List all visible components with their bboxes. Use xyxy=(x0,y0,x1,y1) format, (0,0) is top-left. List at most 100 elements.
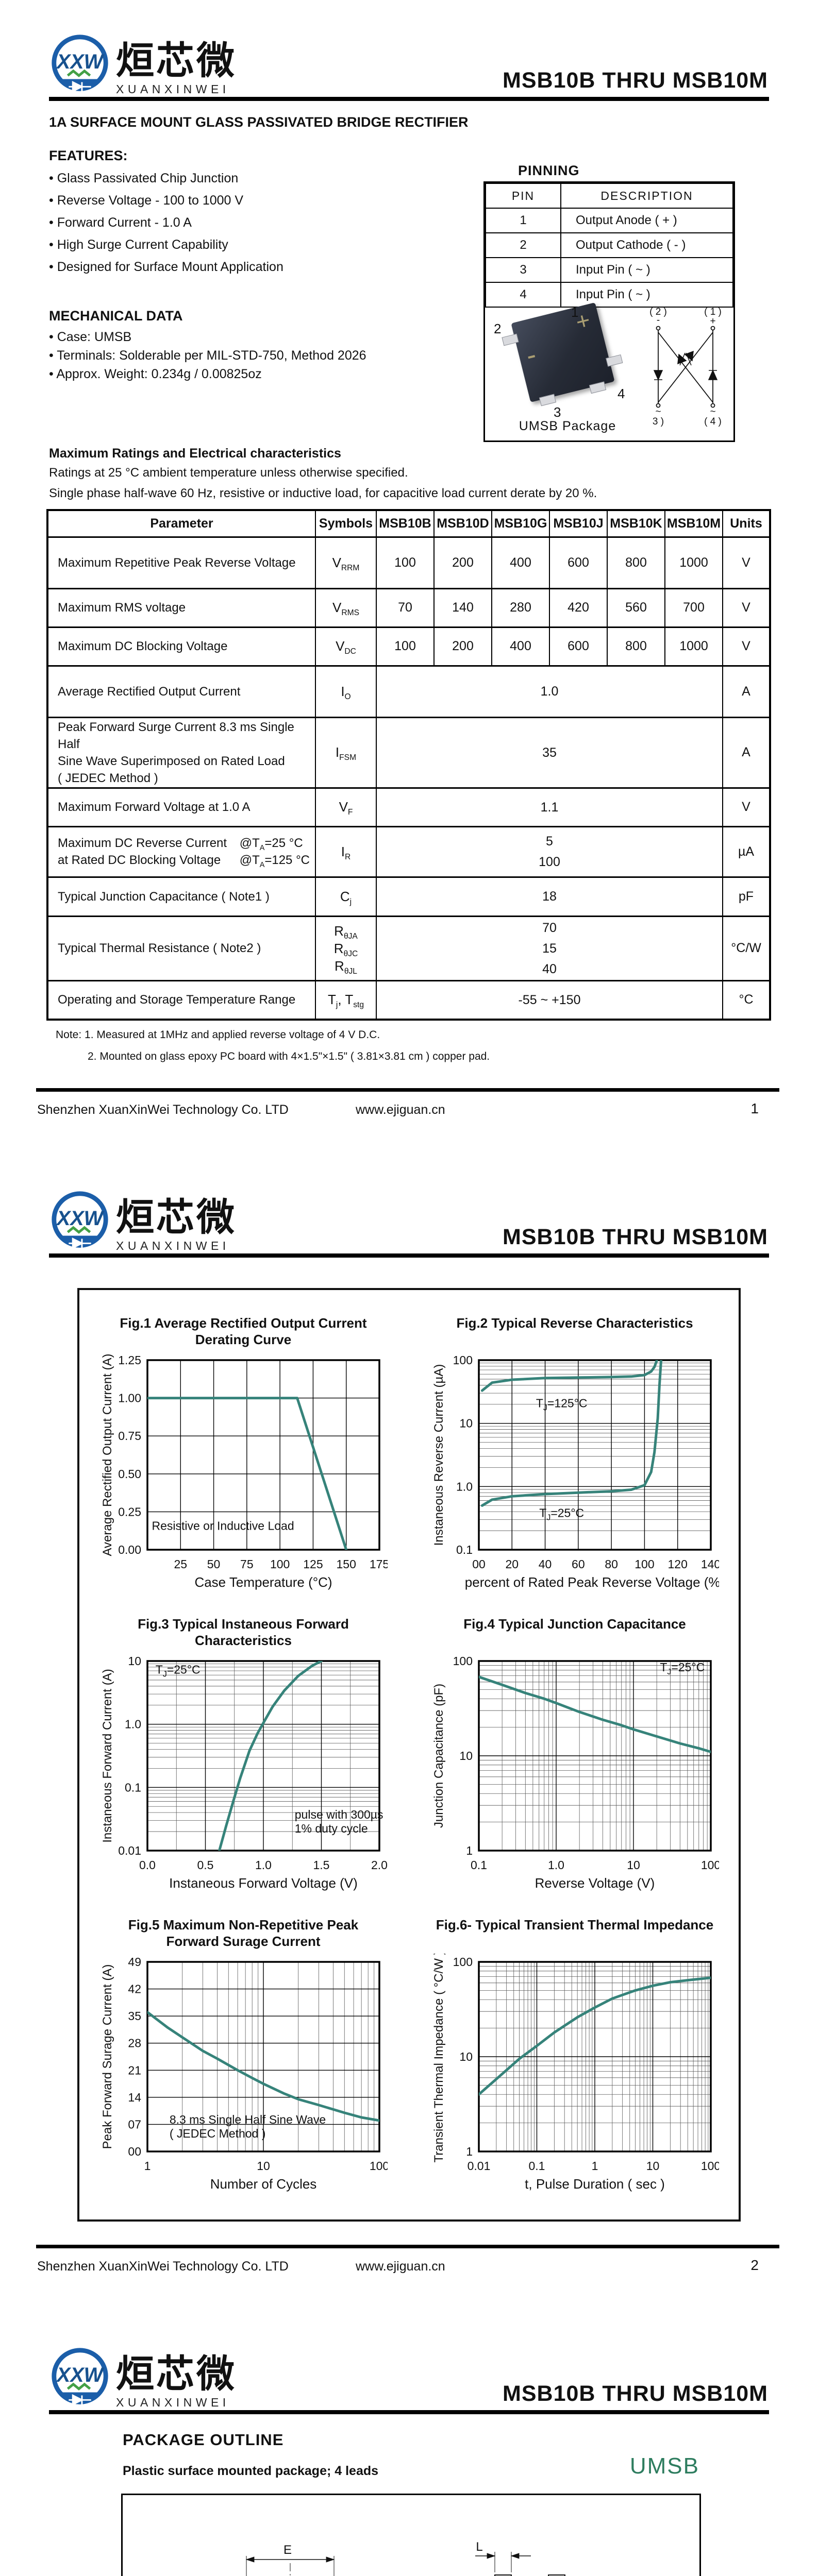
svg-text:1: 1 xyxy=(144,2159,151,2173)
svg-text:80: 80 xyxy=(605,1557,618,1571)
svg-text:07: 07 xyxy=(128,2117,141,2131)
svg-text:40: 40 xyxy=(539,1557,552,1571)
series-TJ=25°C xyxy=(480,1360,663,1507)
page-1: XXW 烜芯微 XUANXINWEI MSB10B THRU MSB10M 1A… xyxy=(0,0,818,1157)
ratings-title: Maximum Ratings and Electrical character… xyxy=(49,446,341,461)
svg-text:Number of Cycles: Number of Cycles xyxy=(210,2176,317,2192)
series-Zth xyxy=(479,1976,711,2096)
figure-5: Fig.5 Maximum Non-Repetitive Peak Forwar… xyxy=(99,1917,388,2196)
svg-text:0.5: 0.5 xyxy=(197,1858,214,1872)
chip-pin xyxy=(502,333,519,346)
svg-text:0.01: 0.01 xyxy=(118,1844,141,1857)
chart-fig2: 00 20 40 60 80 100 120 140 0.1 1.0 10 100 percent of… xyxy=(432,1353,719,1590)
svg-text:-: - xyxy=(657,315,660,326)
doc-title: MSB10B THRU MSB10M xyxy=(503,68,768,93)
list-item: • Designed for Surface Mount Application xyxy=(49,260,283,274)
ratings-row: Maximum Repetitive Peak Reverse Voltage V… xyxy=(47,536,771,589)
ratings-line1: Ratings at 25 °C ambient temperature unl… xyxy=(49,466,408,480)
svg-text:~: ~ xyxy=(710,406,715,417)
svg-text:1.0: 1.0 xyxy=(548,1858,564,1872)
figures-box: Fig.1 Average Rectified Output Current D… xyxy=(77,1288,741,2222)
header-divider xyxy=(49,1253,769,1258)
outline-plan-view: E b D xyxy=(245,2543,373,2576)
pinning-row: 4 Input Pin ( ~ ) xyxy=(485,282,733,308)
figure-2: Fig.2 Typical Reverse Characteristics 00… xyxy=(430,1315,719,1594)
pinning-row: 2 Output Cathode ( - ) xyxy=(485,232,733,258)
features-title: FEATURES: xyxy=(49,148,128,163)
ratings-row: Maximum DC Reverse Current at Rated DC B… xyxy=(47,825,771,877)
svg-text:XXW: XXW xyxy=(56,1207,105,1230)
pinning-title: PINNING xyxy=(518,163,580,178)
ratings-row: Peak Forward Surge Current 8.3 ms Single… xyxy=(47,716,771,788)
note-2: 2. Mounted on glass epoxy PC board with … xyxy=(88,1050,490,1062)
company-logo: XXW 烜芯微 XUANXINWEI xyxy=(49,1188,237,1253)
svg-text:10: 10 xyxy=(459,1749,473,1762)
header-divider xyxy=(49,97,769,101)
svg-text:14: 14 xyxy=(128,2091,141,2104)
page-number: 1 xyxy=(750,1100,759,1116)
svg-text:1.25: 1.25 xyxy=(118,1353,141,1367)
svg-text:49: 49 xyxy=(128,1955,141,1969)
series-derating xyxy=(147,1397,348,1550)
pinning-header-desc: DESCRIPTION xyxy=(560,183,733,209)
svg-text:Instaneous Forward Voltage (V): Instaneous Forward Voltage (V) xyxy=(169,1875,358,1891)
svg-text:~: ~ xyxy=(655,406,661,417)
package-outline-box: E b D xyxy=(121,2494,701,2576)
ratings-row: Maximum RMS voltage VRMS 70 140 280 420 560 700… xyxy=(47,587,771,628)
chart-annotation: TJ=125°C xyxy=(536,1396,588,1412)
svg-text:100: 100 xyxy=(453,1654,473,1668)
figure-2-title: Fig.2 Typical Reverse Characteristics xyxy=(456,1315,693,1331)
figure-1: Fig.1 Average Rectified Output Current D… xyxy=(99,1315,388,1594)
package-photo: + - 1 2 3 4 xyxy=(493,302,633,420)
svg-text:100: 100 xyxy=(270,1557,290,1571)
svg-text:100: 100 xyxy=(370,2159,388,2173)
svg-text:100: 100 xyxy=(701,1858,719,1872)
svg-text:Average Rectified Output Curre: Average Rectified Output Current (A) xyxy=(101,1353,114,1556)
svg-text:Instaneous Forward Current (A): Instaneous Forward Current (A) xyxy=(101,1669,114,1842)
svg-text:10: 10 xyxy=(459,2050,473,2063)
svg-text:Transient Thermal Impedance (: Transient Thermal Impedance ( °C/W ) xyxy=(432,1954,446,2163)
svg-text:00: 00 xyxy=(472,1557,486,1571)
ratings-row: Operating and Storage Temperature Range T… xyxy=(47,979,771,1020)
chart-fig4: 0.1 1.0 10 100 1 10 100 Reverse Voltage (V) Junc… xyxy=(432,1654,719,1891)
outline-side-view: L e xyxy=(475,2540,565,2576)
svg-text:( 1 ): ( 1 ) xyxy=(704,307,722,317)
svg-text:percent of Rated Peak Reverse: percent of Rated Peak Reverse Voltage (%… xyxy=(465,1574,719,1590)
svg-text:0.1: 0.1 xyxy=(471,1858,487,1872)
logo-icon: XXW xyxy=(52,2348,108,2406)
pinning-box: PIN DESCRIPTION 1 Output Anode ( + ) 2 Outp… xyxy=(483,181,735,442)
page-3: XXW 烜芯微 XUANXINWEI MSB10B THRU MSB10M PA… xyxy=(0,2313,818,2576)
chart-annotation: TJ=25°C xyxy=(660,1660,705,1676)
svg-text:150: 150 xyxy=(337,1557,356,1571)
svg-text:10: 10 xyxy=(646,2159,660,2173)
page-subtitle: 1A SURFACE MOUNT GLASS PASSIVATED BRIDGE… xyxy=(49,114,469,130)
brand-chinese: 烜芯微 xyxy=(116,1196,237,1239)
footer-divider xyxy=(36,2245,779,2248)
pinning-row: 3 Input Pin ( ~ ) xyxy=(485,257,733,283)
list-item: • Reverse Voltage - 100 to 1000 V xyxy=(49,193,244,208)
svg-text:b: b xyxy=(366,2574,373,2576)
chip-pin xyxy=(589,381,607,394)
ratings-row: Maximum DC Blocking Voltage VDC 100 200 400 6… xyxy=(47,626,771,666)
note-1: Note: 1. Measured at 1MHz and applied re… xyxy=(56,1029,380,1041)
company-logo: XXW 烜芯微 XUANXINWEI xyxy=(49,31,237,97)
svg-text:1: 1 xyxy=(466,2145,473,2158)
svg-text:Reverse Voltage (V): Reverse Voltage (V) xyxy=(535,1875,655,1891)
footer-divider xyxy=(36,1088,779,1092)
svg-text:10: 10 xyxy=(627,1858,640,1872)
svg-text:1.0: 1.0 xyxy=(255,1858,272,1872)
svg-text:10: 10 xyxy=(128,1654,141,1668)
logo-letters: XXW xyxy=(56,50,105,73)
ratings-row: Typical Thermal Resistance ( Note2 ) RθJA… xyxy=(47,915,771,981)
svg-text:1: 1 xyxy=(592,2159,598,2173)
pinning-header-pin: PIN xyxy=(485,183,561,209)
svg-text:0.0: 0.0 xyxy=(139,1858,156,1872)
chart-annotation: 8.3 ms Single Half Sine Wave( JEDEC Meth… xyxy=(170,2113,326,2140)
svg-text:75: 75 xyxy=(240,1557,254,1571)
header-divider xyxy=(49,2410,769,2414)
series-Cj xyxy=(479,1675,711,1753)
ratings-row: Maximum Forward Voltage at 1.0 A VF 1.1 V xyxy=(47,787,771,827)
svg-text:140: 140 xyxy=(701,1557,719,1571)
svg-text:00: 00 xyxy=(128,2145,141,2158)
series-TJ=125°C xyxy=(480,1360,658,1392)
